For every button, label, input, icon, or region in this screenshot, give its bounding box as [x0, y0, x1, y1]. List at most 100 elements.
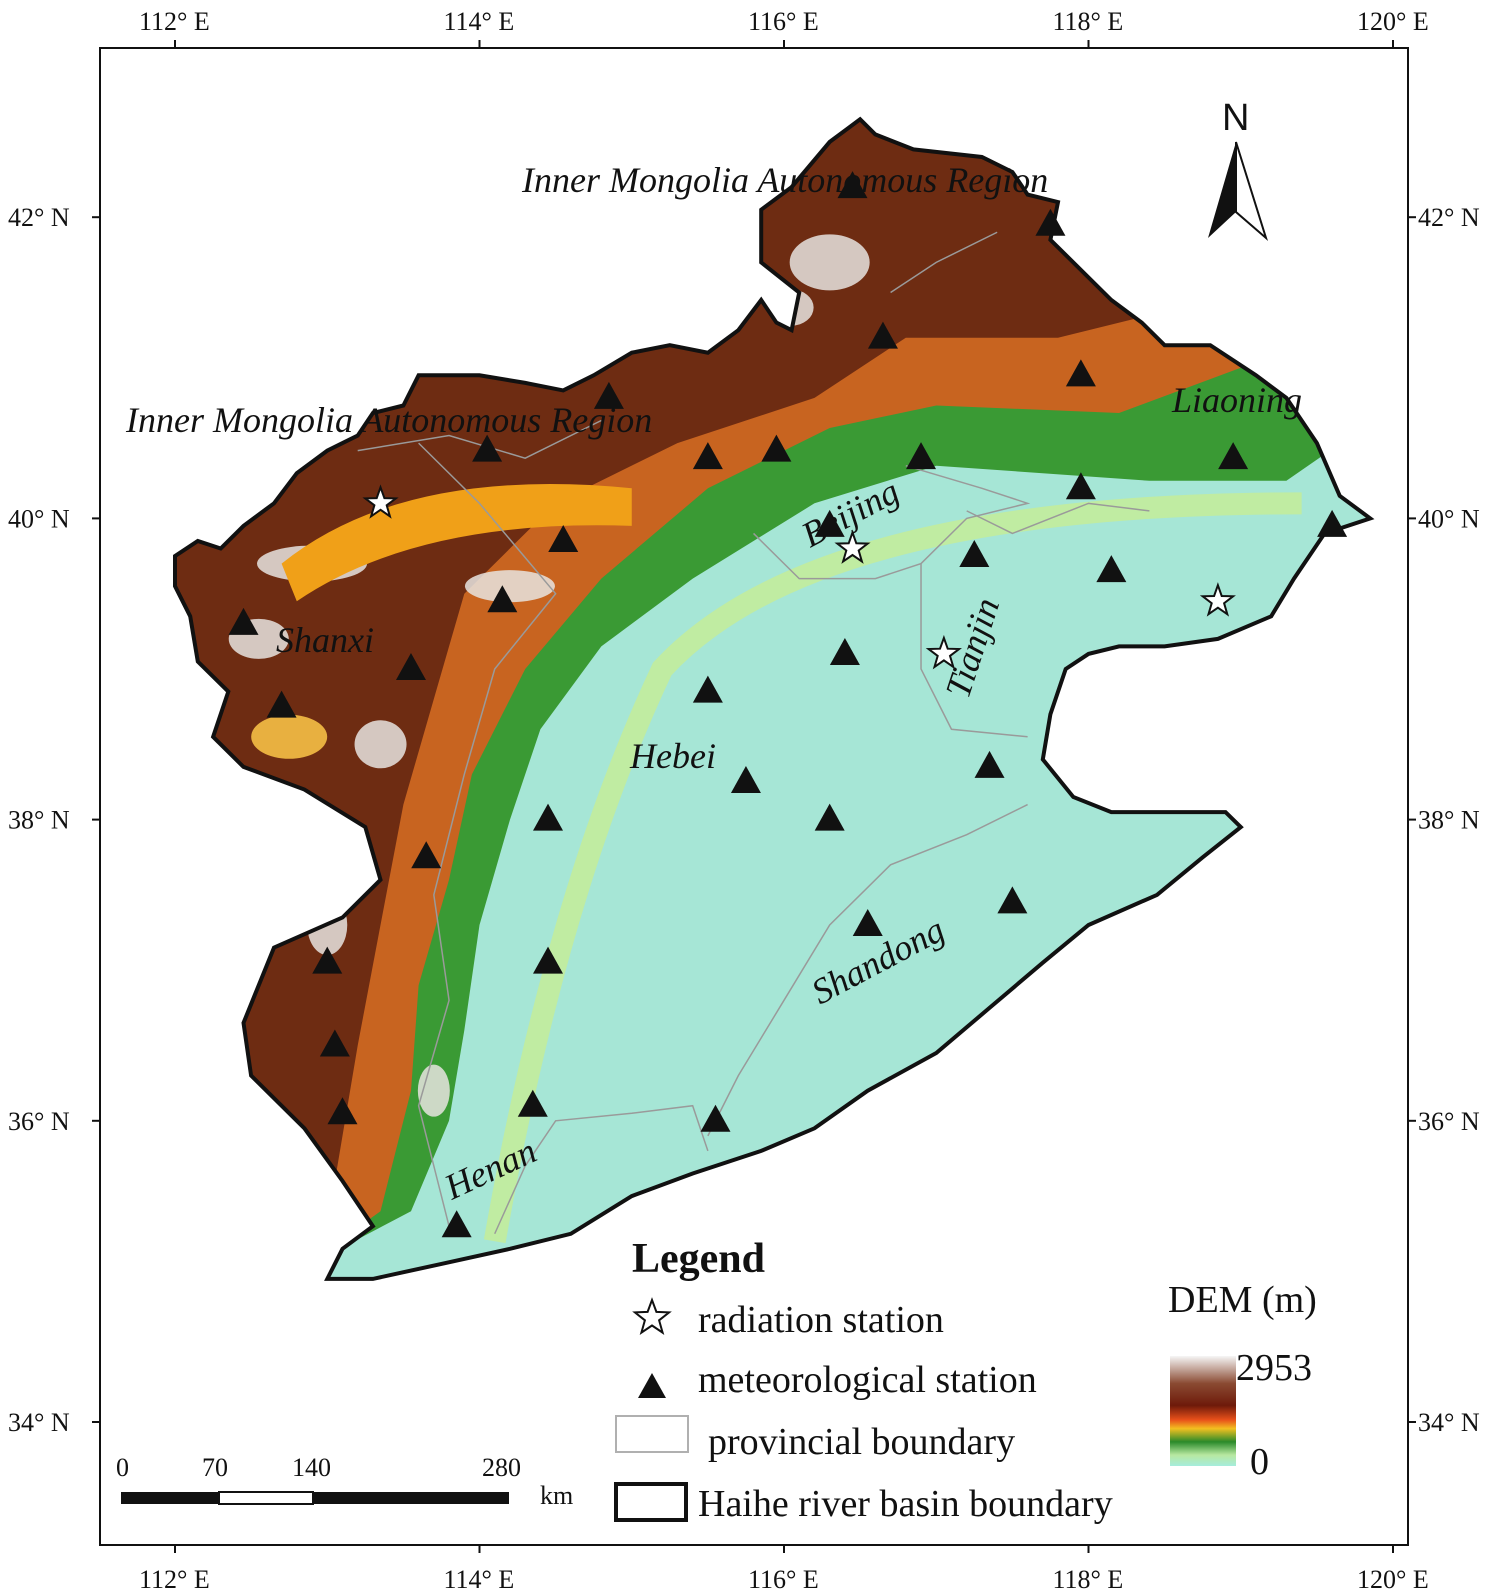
meteorological-station-26 — [411, 841, 442, 869]
graticule-ticks: 112° E 112° E 114° E 114° E 116° E 116° E 118°… — [8, 7, 1480, 1593]
scale-tick-70: 70 — [202, 1453, 228, 1482]
meteorological-station-4 — [593, 381, 624, 409]
legend-basin-boundary: Haihe river basin boundary — [698, 1483, 1113, 1525]
meteorological-station-34 — [700, 1104, 731, 1132]
provincial-boundary-line-2 — [417, 442, 557, 1227]
scale-bar: 0 70 140 280 km — [116, 1453, 573, 1510]
snow-peak-5 — [354, 720, 407, 769]
meteorological-station-20 — [266, 690, 297, 718]
dem-min-label: 0 — [1250, 1441, 1269, 1483]
meteorological-station-30 — [533, 946, 564, 974]
north-arrow-right-half — [1235, 141, 1269, 242]
meteorological-station-32 — [327, 1097, 358, 1125]
provincial-boundary-line-0 — [494, 1104, 709, 1235]
lon-label-bottom-0: 112° E — [139, 1565, 210, 1593]
meteorological-station-6 — [692, 442, 723, 470]
snow-peak-0 — [789, 234, 870, 291]
lon-label-bottom-2: 116° E — [748, 1565, 819, 1593]
meteorological-station-18 — [395, 653, 426, 680]
dem-colorbar — [1170, 1356, 1236, 1466]
provincial-boundary-symbol — [615, 1415, 689, 1453]
scale-tick-280: 280 — [482, 1453, 521, 1482]
lon-label-bottom-1: 114° E — [444, 1565, 515, 1593]
scale-segment-3 — [313, 1492, 509, 1504]
basin-terrain — [175, 119, 1371, 1279]
lon-label-top-0: 112° E — [139, 7, 210, 36]
meteorological-station-13 — [814, 509, 845, 537]
legend-radiation-station: radiation station — [698, 1299, 944, 1341]
legend: Legend radiation station meteorological … — [614, 1236, 1317, 1525]
radiation-station-symbol — [632, 1297, 672, 1335]
meteorological-station-25 — [814, 803, 845, 831]
meteorological-station-8 — [906, 442, 937, 470]
meteorological-station-33 — [517, 1089, 548, 1117]
meteorological-station-14 — [959, 540, 990, 568]
scale-tick-0: 0 — [116, 1453, 129, 1482]
region-label-liaoning: Liaoning — [1171, 380, 1302, 420]
lat-label-right-4: 42° N — [1418, 203, 1480, 232]
provincial-boundary-line-4 — [753, 464, 1031, 580]
scale-tick-140: 140 — [292, 1453, 331, 1482]
scale-unit: km — [540, 1481, 573, 1510]
lon-label-top-1: 114° E — [444, 7, 515, 36]
meteorological-station-16 — [228, 607, 259, 635]
lon-label-top-3: 118° E — [1053, 7, 1124, 36]
lat-label-right-3: 40° N — [1418, 504, 1480, 533]
north-arrow-label: N — [1222, 97, 1249, 139]
meteorological-station-35 — [441, 1210, 472, 1238]
region-label-inner-mongolia-west: Inner Mongolia Autonomous Region — [125, 400, 652, 440]
meteorological-stations — [228, 171, 1348, 1238]
radiation-station-2 — [925, 634, 962, 670]
dem-max-label: 2953 — [1236, 1347, 1312, 1389]
meteorological-station-17 — [487, 585, 518, 613]
region-label-hebei: Hebei — [629, 736, 716, 776]
legend-meteorological-station: meteorological station — [698, 1359, 1037, 1401]
meteorological-station-27 — [852, 909, 883, 937]
lon-label-bottom-3: 118° E — [1053, 1565, 1124, 1593]
radiation-stations — [362, 484, 1236, 670]
meteorological-station-0 — [837, 171, 868, 199]
basin-boundary-symbol — [614, 1482, 688, 1522]
scale-segment-1 — [121, 1492, 219, 1504]
snow-peak-7 — [417, 1064, 450, 1117]
lat-label-right-2: 38° N — [1418, 806, 1480, 835]
meteorological-station-19 — [829, 637, 860, 665]
meteorological-station-7 — [761, 434, 792, 462]
lat-label-left-3: 40° N — [8, 504, 70, 533]
terrain-clip-group — [175, 119, 1371, 1279]
meteorological-station-10 — [1218, 442, 1249, 470]
meteorological-station-24 — [533, 803, 564, 831]
provincial-boundary-line-7 — [890, 231, 998, 294]
meteorological-station-9 — [1065, 472, 1096, 500]
meteorological-station-21 — [692, 675, 723, 703]
map-frame — [99, 47, 1409, 1546]
lat-label-left-4: 42° N — [8, 203, 70, 232]
radiation-station-0 — [362, 484, 399, 519]
scale-segment-2 — [218, 1491, 314, 1505]
legend-title: Legend — [632, 1236, 765, 1282]
north-arrow-left-half — [1208, 142, 1236, 238]
lat-label-right-1: 36° N — [1418, 1107, 1480, 1136]
region-label-inner-mongolia-north: Inner Mongolia Autonomous Region — [521, 160, 1048, 200]
region-labels: Inner Mongolia Autonomous Region Inner M… — [125, 160, 1302, 1208]
lat-label-left-2: 38° N — [8, 806, 70, 835]
lon-label-top-2: 116° E — [748, 7, 819, 36]
meteorological-station-15 — [1096, 555, 1127, 583]
meteorological-station-2 — [867, 321, 898, 349]
taiyuan-basin — [251, 714, 328, 759]
radiation-station-3 — [1199, 582, 1236, 617]
orange-valley — [281, 484, 632, 602]
meteorological-station-23 — [974, 750, 1005, 778]
plain-edge-band — [483, 492, 1302, 1244]
region-label-shanxi: Shanxi — [276, 620, 374, 660]
provincial-boundary-line-5 — [920, 563, 1028, 738]
meteorological-station-5 — [472, 434, 503, 462]
lon-label-bottom-4: 120° E — [1357, 1565, 1429, 1593]
meteorological-station-31 — [319, 1029, 350, 1057]
meteorological-station-29 — [312, 946, 343, 974]
dem-title: DEM (m) — [1168, 1279, 1317, 1321]
radiation-station-1 — [834, 529, 871, 564]
lat-label-left-1: 36° N — [8, 1107, 70, 1136]
north-arrow: N — [1208, 97, 1269, 242]
